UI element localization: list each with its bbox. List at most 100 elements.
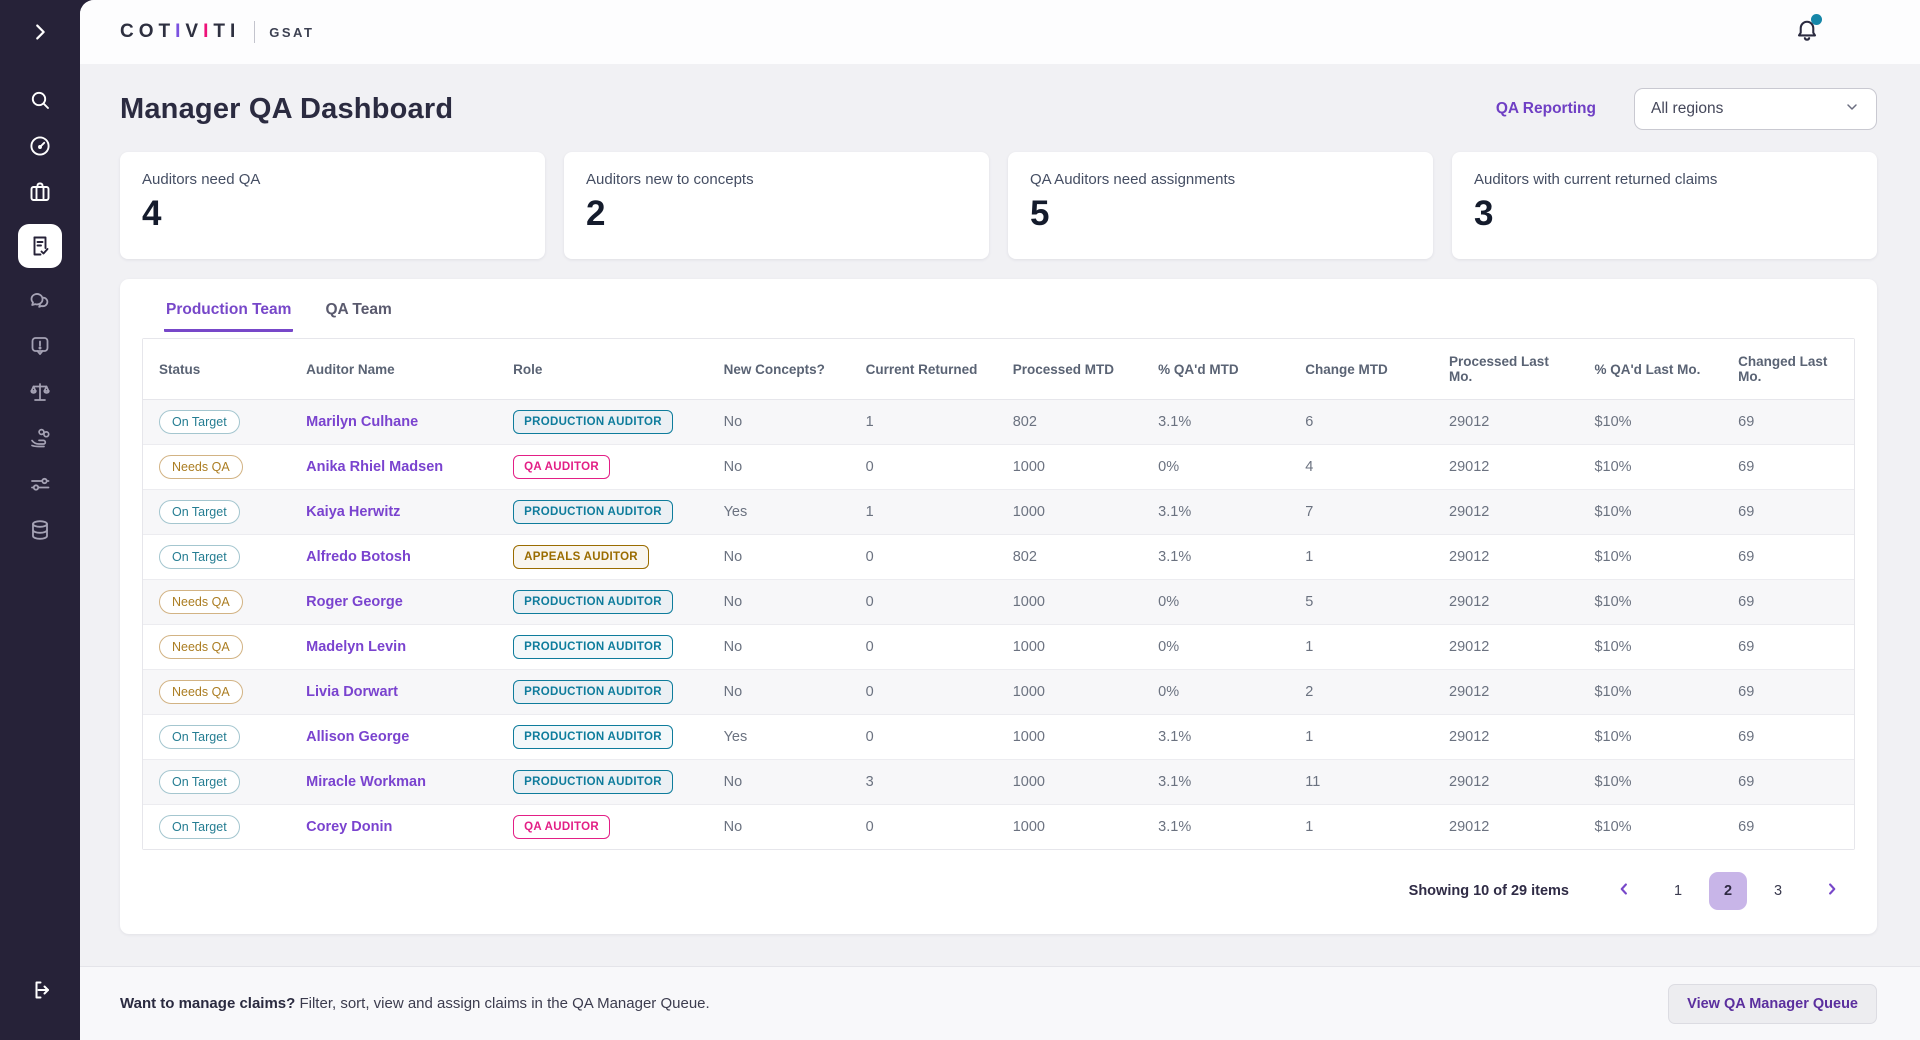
cell-qad-last-mo: $10%: [1578, 399, 1723, 445]
gauge-icon: [28, 134, 52, 158]
cell-current-returned: 0: [865, 819, 874, 835]
cell-change-mtd: 4: [1289, 444, 1434, 490]
column-header[interactable]: Role: [497, 339, 708, 400]
role-badge: PRODUCTION AUDITOR: [513, 410, 673, 434]
auditor-name-link[interactable]: Roger George: [306, 594, 403, 610]
tab-qa-team[interactable]: QA Team: [325, 301, 392, 318]
column-header[interactable]: % QA'd Last Mo.: [1578, 339, 1723, 400]
sidebar-item-payments[interactable]: [18, 424, 62, 452]
column-header[interactable]: Changed Last Mo.: [1722, 339, 1854, 400]
sidebar-item-search[interactable]: [18, 86, 62, 114]
column-header[interactable]: Auditor Name: [290, 339, 498, 400]
column-header[interactable]: Processed MTD: [996, 339, 1143, 400]
cell-qad-last-mo: $10%: [1578, 534, 1723, 580]
sidebar-item-settings[interactable]: [18, 470, 62, 498]
sidebar-item-messages[interactable]: [18, 286, 62, 314]
pagination-page-2[interactable]: 2: [1709, 872, 1747, 910]
auditor-name-link[interactable]: Kaiya Herwitz: [306, 504, 401, 520]
table-body: On Target Marilyn Culhane PRODUCTION AUD…: [143, 399, 1854, 849]
sidebar-item-work[interactable]: [18, 178, 62, 206]
auditor-name-link[interactable]: Anika Rhiel Madsen: [306, 459, 444, 475]
cell-processed-mtd: 1000: [996, 489, 1143, 535]
role-badge: QA AUDITOR: [513, 455, 610, 479]
pagination-page-3[interactable]: 3: [1773, 883, 1783, 899]
chevron-right-icon: [29, 21, 51, 43]
status-pill: On Target: [159, 725, 240, 749]
stat-label: Auditors need QA: [142, 171, 261, 188]
cell-current-returned: 0: [849, 444, 997, 490]
cell-current-returned: 3: [849, 759, 997, 805]
cell-change-mtd: 2: [1289, 669, 1434, 715]
sidebar-item-compliance[interactable]: [18, 378, 62, 406]
cell-changed-last-mo: 69: [1722, 714, 1854, 760]
cell-processed-last-mo: 29012: [1433, 399, 1579, 445]
stat-value: 4: [142, 194, 162, 233]
column-header[interactable]: Change MTD: [1289, 339, 1434, 400]
stat-card-auditors-need-qa: Auditors need QA 4: [120, 152, 545, 259]
sidebar-item-dashboard[interactable]: [18, 132, 62, 160]
column-header[interactable]: Current Returned: [849, 339, 997, 400]
cell-current-returned: 1: [849, 489, 997, 535]
bell-icon: [1794, 20, 1820, 47]
cell-changed-last-mo: 69: [1722, 669, 1854, 715]
cell-changed-last-mo: 69: [1722, 579, 1854, 625]
auditor-name-link[interactable]: Allison George: [306, 729, 410, 745]
column-header[interactable]: Processed Last Mo.: [1433, 339, 1579, 400]
notifications-button[interactable]: [1794, 13, 1822, 48]
role-badge: PRODUCTION AUDITOR: [513, 590, 673, 614]
region-dropdown-value: All regions: [1651, 100, 1724, 117]
briefcase-icon: [28, 180, 52, 204]
sidebar-item-alerts[interactable]: [18, 332, 62, 360]
column-header[interactable]: % QA'd MTD: [1142, 339, 1290, 400]
logo-divider: [254, 21, 256, 43]
cell-processed-mtd: 802: [996, 534, 1143, 580]
stat-label: Auditors with current returned claims: [1474, 171, 1718, 188]
status-pill: Needs QA: [159, 590, 243, 614]
cell-current-returned: 0: [849, 579, 997, 625]
sidebar-logout-button[interactable]: [28, 978, 52, 1002]
cell-qad-mtd: 0%: [1142, 624, 1290, 670]
cell-qad-mtd: 0%: [1142, 444, 1290, 490]
hand-coins-icon: [28, 426, 52, 450]
column-header[interactable]: New Concepts?: [707, 339, 850, 400]
sliders-icon: [28, 472, 52, 496]
column-header[interactable]: Status: [143, 339, 291, 400]
pagination-prev-button[interactable]: [1605, 880, 1643, 903]
tab-production-team[interactable]: Production Team: [164, 295, 294, 332]
sidebar-expand-button[interactable]: [29, 0, 51, 64]
cell-processed-last-mo: 29012: [1433, 444, 1579, 490]
pagination-summary: Showing 10 of 29 items: [1408, 883, 1569, 899]
region-dropdown[interactable]: All regions: [1634, 88, 1877, 130]
cell-change-mtd: 1: [1305, 819, 1314, 835]
cell-qad-last-mo: $10%: [1578, 489, 1723, 535]
cell-change-mtd: 5: [1289, 579, 1434, 625]
stat-value: 3: [1474, 194, 1494, 233]
auditor-name-link[interactable]: Alfredo Botosh: [306, 549, 411, 565]
auditor-name-link[interactable]: Livia Dorwart: [306, 684, 398, 700]
stat-card-new-to-concepts: Auditors new to concepts 2: [564, 152, 989, 259]
cell-processed-mtd: 1000: [996, 579, 1143, 625]
sidebar-item-qa-dashboard[interactable]: [18, 224, 62, 268]
stat-card-returned-claims: Auditors with current returned claims 3: [1452, 152, 1877, 259]
auditor-name-link[interactable]: Marilyn Culhane: [306, 414, 419, 430]
table-row: On Target Kaiya Herwitz PRODUCTION AUDIT…: [143, 489, 1854, 535]
pagination-next-button[interactable]: [1813, 880, 1851, 903]
cell-processed-last-mo: 29012: [1433, 669, 1579, 715]
pagination-page-1[interactable]: 1: [1673, 883, 1683, 899]
auditor-name-link[interactable]: Corey Donin: [306, 819, 393, 835]
database-icon: [28, 518, 52, 542]
cell-qad-mtd: 3.1%: [1142, 714, 1290, 760]
cell-new-concepts: No: [707, 624, 850, 670]
view-qa-manager-queue-button[interactable]: View QA Manager Queue: [1668, 983, 1877, 1024]
auditor-name-link[interactable]: Madelyn Levin: [306, 639, 407, 655]
cell-processed-mtd: 1000: [996, 444, 1143, 490]
cell-qad-last-mo: $10%: [1578, 714, 1723, 760]
table-row: Needs QA Roger George PRODUCTION AUDITOR…: [143, 579, 1854, 625]
sidebar-item-data[interactable]: [18, 516, 62, 544]
auditor-name-link[interactable]: Miracle Workman: [306, 774, 426, 790]
table-row: Needs QA Madelyn Levin PRODUCTION AUDITO…: [143, 624, 1854, 670]
document-check-icon: [28, 234, 52, 258]
cell-new-concepts: No: [707, 759, 850, 805]
qa-reporting-link[interactable]: QA Reporting: [1495, 100, 1596, 117]
cell-new-concepts: Yes: [707, 714, 850, 760]
